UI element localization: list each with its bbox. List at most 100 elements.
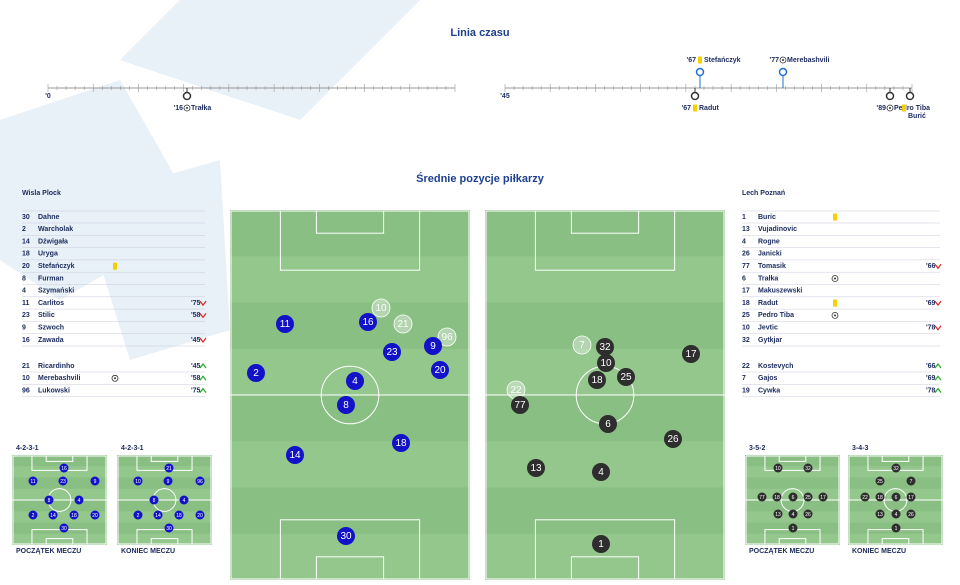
player-dot xyxy=(286,446,304,464)
player-name: Dahne xyxy=(38,214,60,221)
player-dot xyxy=(59,463,69,473)
event-minute: '77 xyxy=(770,57,780,64)
player-name: Gytkjar xyxy=(758,337,782,344)
player-dot-number: 8 xyxy=(343,400,349,411)
player-dot-number: 20 xyxy=(92,513,98,519)
player-name: Trałka xyxy=(758,275,778,282)
player-dot-number: 17 xyxy=(685,349,697,360)
player-number: 25 xyxy=(742,312,750,319)
pitch xyxy=(230,210,470,580)
player-name: Rogne xyxy=(758,238,780,245)
event-player: Pedro Tiba xyxy=(894,105,930,112)
player-number: 11 xyxy=(22,300,30,307)
player-dot xyxy=(164,463,174,473)
player-dot-number: 9 xyxy=(430,341,436,352)
event-minute: '16 xyxy=(174,105,184,112)
player-dot-number: 6 xyxy=(605,419,611,430)
player-dot-number: 1 xyxy=(598,539,604,550)
player-number: 1 xyxy=(742,214,746,221)
pitch-stripe xyxy=(117,455,212,467)
player-dot-number: 7 xyxy=(579,340,585,351)
sub-minute: '66 xyxy=(926,363,936,370)
player-dot-number: 8 xyxy=(48,498,51,504)
yellow-card xyxy=(113,262,117,270)
box xyxy=(45,455,74,462)
sub-out-arrow xyxy=(934,325,942,331)
player-dot xyxy=(346,372,364,390)
player-dot-number: 26 xyxy=(908,512,914,518)
player-dot xyxy=(276,315,294,333)
formation-name: 3-5-2 xyxy=(749,445,765,452)
pitch-stripe xyxy=(848,500,943,512)
player-number: 17 xyxy=(742,288,750,295)
player-dot xyxy=(371,298,391,318)
sub-in-arrow xyxy=(199,387,207,393)
player-name: Ricardinho xyxy=(38,363,75,370)
player-dot xyxy=(572,335,592,355)
ball-dot xyxy=(782,59,784,61)
player-number: 21 xyxy=(22,363,30,370)
player-dot-number: 23 xyxy=(60,479,66,485)
player-number: 32 xyxy=(742,337,750,344)
player-dot-number: 22 xyxy=(862,495,868,501)
player-dot-number: 10 xyxy=(135,479,141,485)
player-dot-number: 30 xyxy=(166,526,172,532)
player-dot-number: 77 xyxy=(759,495,765,501)
player-dot xyxy=(597,354,615,372)
player-dot-number: 18 xyxy=(774,495,780,501)
player-dot-number: 21 xyxy=(166,466,172,472)
player-dot xyxy=(28,510,38,520)
event-pin xyxy=(905,91,915,101)
player-dot xyxy=(74,495,84,505)
player-number: 4 xyxy=(22,288,26,295)
box xyxy=(45,538,74,545)
ball-dot xyxy=(114,377,116,380)
player-number: 19 xyxy=(742,387,750,394)
event-player: Trałka xyxy=(191,105,211,112)
player-name: Szwoch xyxy=(38,325,64,332)
pitch-stripe xyxy=(745,500,840,512)
yellow-card xyxy=(833,213,837,221)
player-dot xyxy=(599,415,617,433)
player-dot xyxy=(44,495,54,505)
event-player: Stefańczyk xyxy=(704,57,741,64)
player-number: 2 xyxy=(22,226,26,233)
player-dot xyxy=(511,396,529,414)
player-dot-number: 25 xyxy=(620,372,632,383)
player-number: 4 xyxy=(742,238,746,245)
player-dot-number: 7 xyxy=(910,479,913,485)
pitch-stripe xyxy=(745,477,840,489)
player-dot xyxy=(424,337,442,355)
event-player: Burić xyxy=(908,113,926,120)
sub-in-arrow xyxy=(934,375,942,381)
pitch-stripe xyxy=(848,455,943,467)
event-minute: '67 xyxy=(687,57,697,64)
event-player: Merebashvili xyxy=(787,57,829,64)
player-dot xyxy=(195,476,205,486)
player-dot-number: 77 xyxy=(514,400,526,411)
pitch-stripe xyxy=(117,522,212,534)
formation-caption: KONIEC MECZU xyxy=(121,548,175,555)
player-dot-number: 6 xyxy=(792,495,795,501)
player-dot-number: 9 xyxy=(94,479,97,485)
player-dot xyxy=(803,509,813,519)
box xyxy=(881,455,910,462)
box xyxy=(778,538,807,545)
box xyxy=(570,556,640,580)
player-dot-number: 20 xyxy=(434,365,446,376)
player-number: 9 xyxy=(22,325,26,332)
mini-pitch xyxy=(12,455,107,545)
player-name: Furman xyxy=(38,275,64,282)
box xyxy=(570,210,640,234)
player-dot xyxy=(163,476,173,486)
sub-out-arrow xyxy=(934,300,942,307)
player-dot xyxy=(588,371,606,389)
box xyxy=(881,538,910,545)
player-dot-number: 4 xyxy=(895,512,898,518)
player-dot-number: 17 xyxy=(820,495,826,501)
player-dot-number: 13 xyxy=(877,512,883,518)
player-dot xyxy=(174,510,184,520)
player-number: 14 xyxy=(22,238,30,245)
player-dot-number: 1 xyxy=(792,526,795,532)
player-name: Makuszewski xyxy=(758,288,802,295)
